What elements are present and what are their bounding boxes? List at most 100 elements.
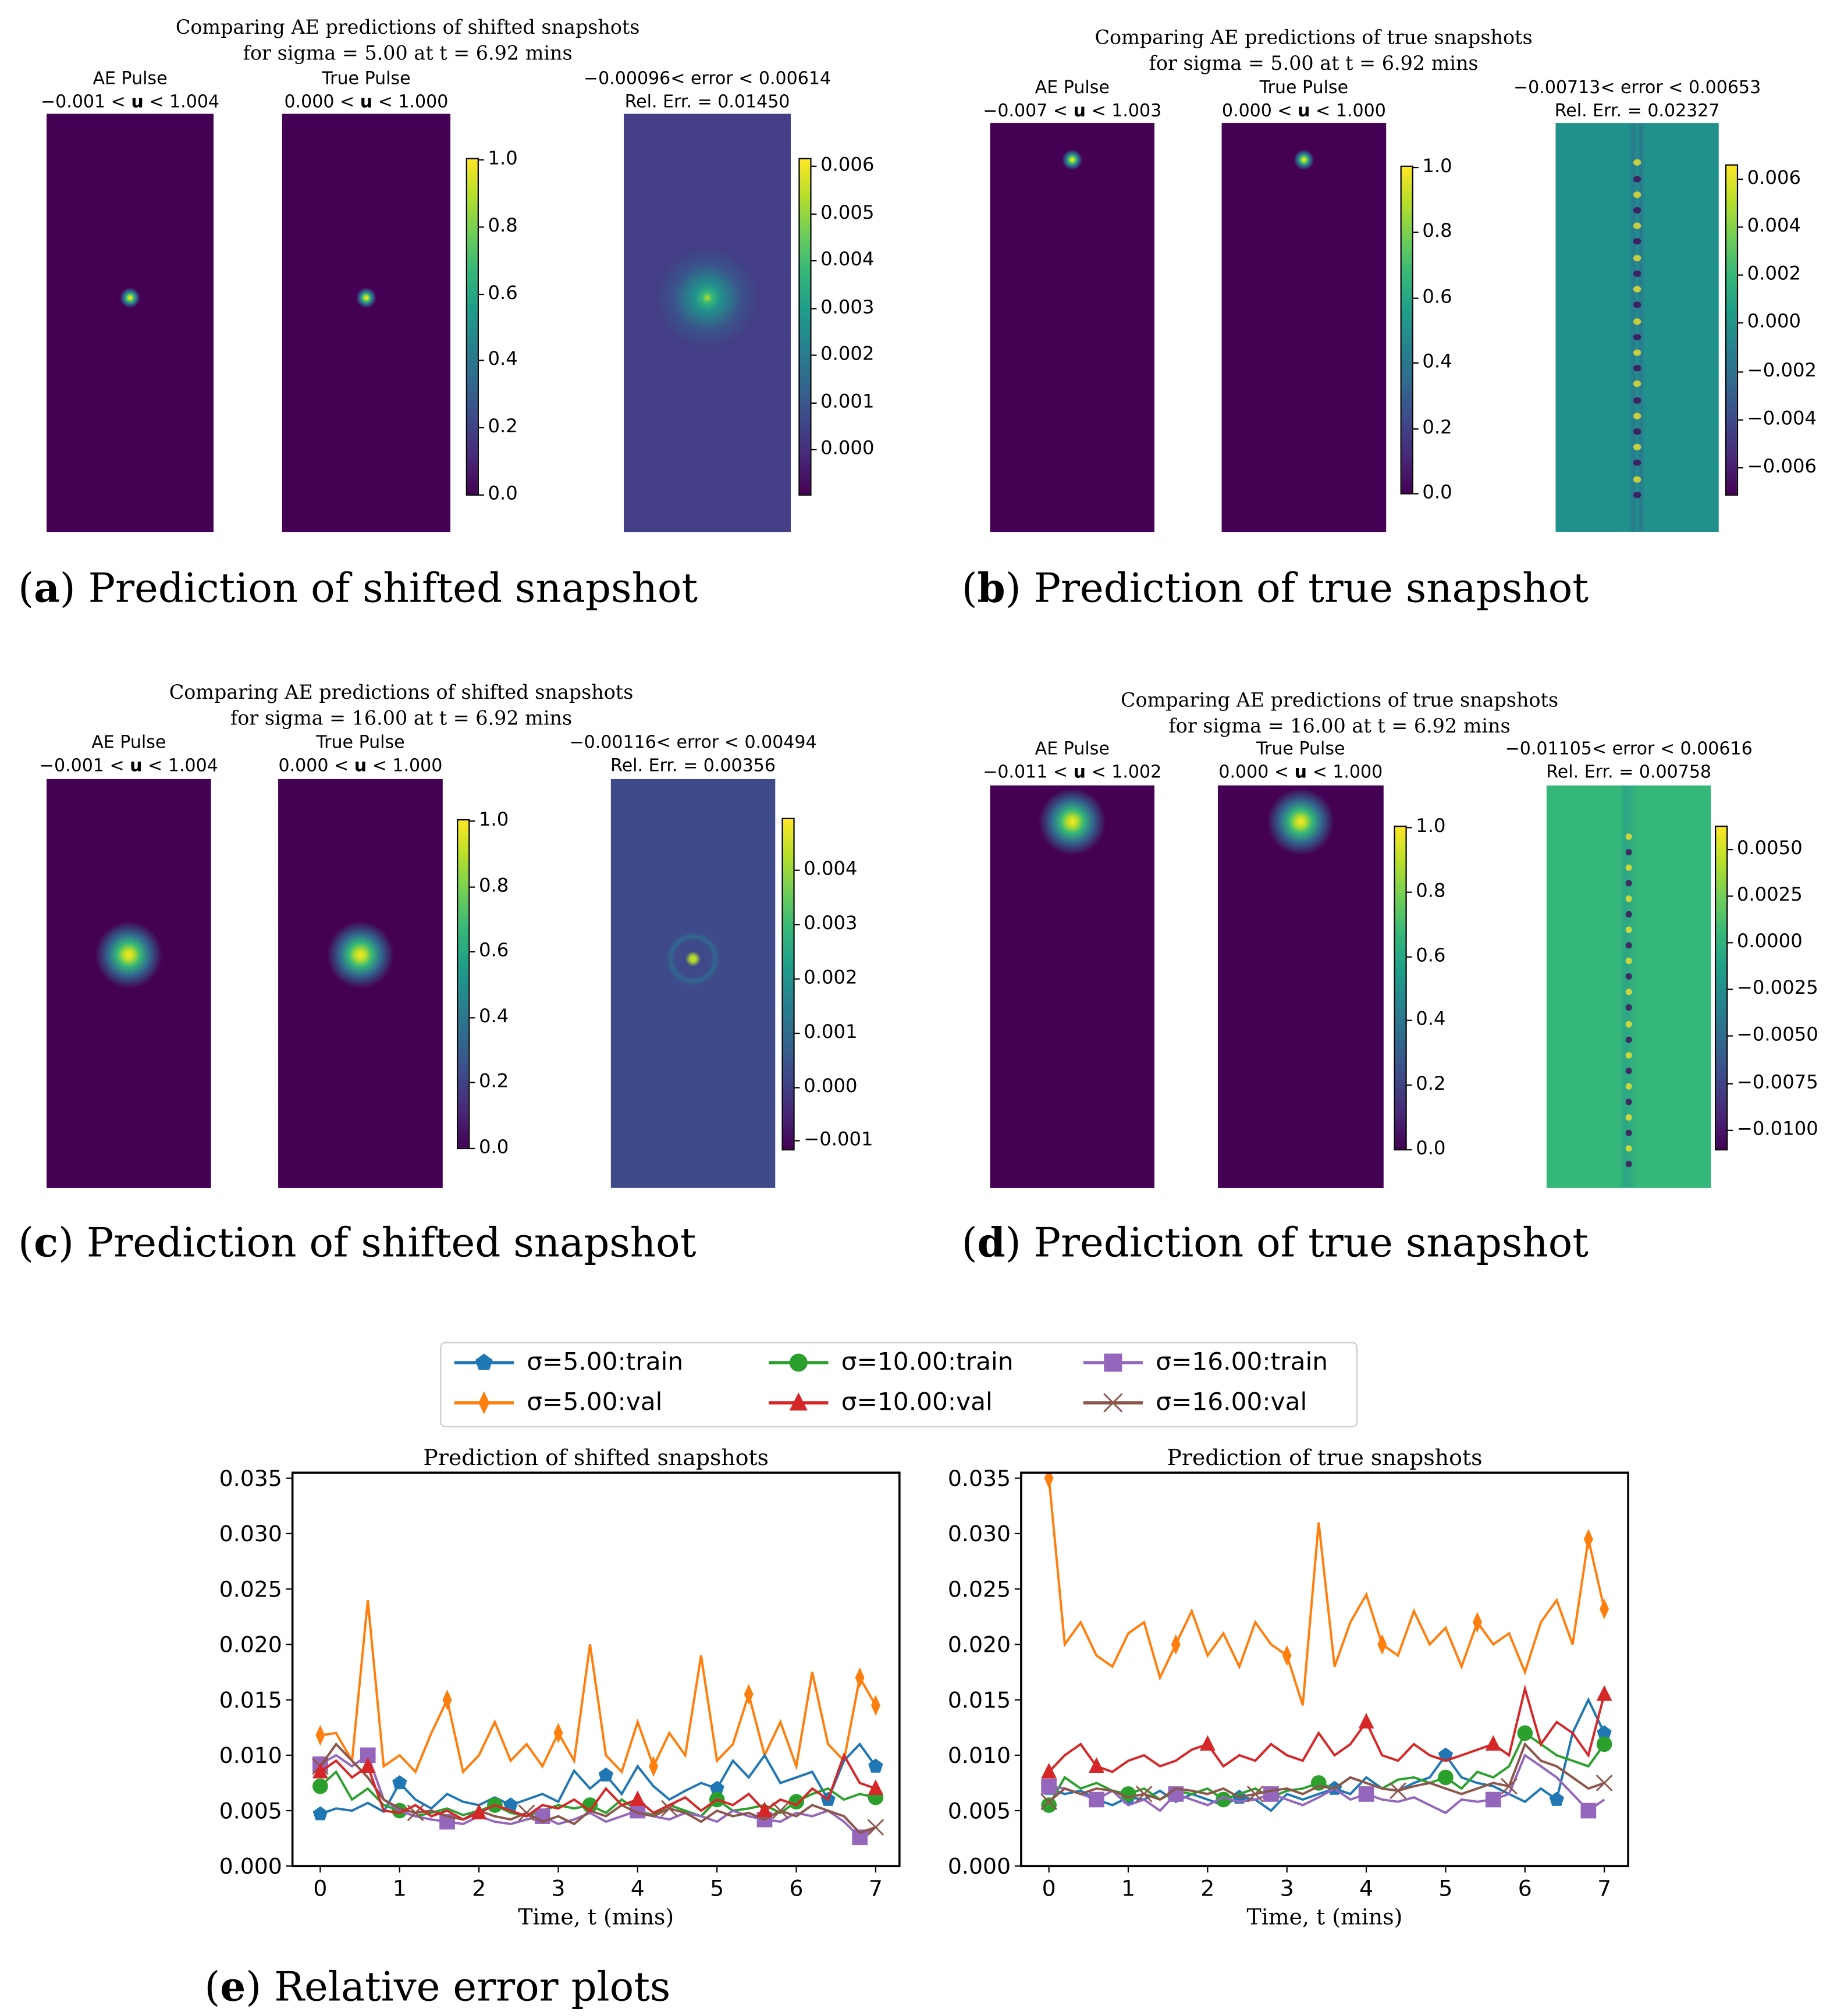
pulse-colorbar: 0.0 0.2 0.4 0.6 0.8 1.0: [466, 149, 518, 504]
colorbar-tick: [1413, 493, 1419, 495]
marker-triangle: [471, 1804, 487, 1819]
error-artifact: [1633, 318, 1641, 325]
colorbar-tick-label: 0.2: [1422, 417, 1452, 439]
marker-triangle: [360, 1757, 376, 1773]
caption-letter: b: [977, 565, 1005, 613]
ae-pulse-label: AE Pulse: [1035, 739, 1110, 760]
error-range: Rel. Err. = 0.00356: [610, 755, 776, 777]
marker-square: [1104, 1353, 1122, 1372]
colorbar-tick-label: 0.0: [488, 483, 518, 505]
colorbar-tick: [1406, 1085, 1412, 1086]
x-tick-label: 2: [472, 1875, 486, 1901]
range-high: < 1.000: [1316, 101, 1386, 122]
error-artifact: [1633, 396, 1641, 403]
colorbar-tick: [1728, 989, 1733, 991]
colorbar-tick: [1413, 232, 1419, 234]
y-tick-label: 0.030: [219, 1521, 282, 1546]
colorbar-tick-label: 0.005: [820, 202, 875, 223]
marker-pentagon: [1549, 1791, 1564, 1806]
legend-swatch: [769, 1392, 829, 1411]
error-colorbar: −0.006 −0.004 −0.002 0.000 0.002 0.004 0.006: [1725, 164, 1817, 496]
colorbar-tick: [478, 427, 484, 429]
x-tick-label: 4: [1359, 1875, 1373, 1901]
marker-pentagon: [598, 1767, 614, 1782]
colorbar-tick: [1738, 178, 1743, 180]
x-tick-label: 3: [551, 1875, 565, 1901]
x-axis-label: Time, t (mins): [1247, 1904, 1403, 1929]
range-high: < 1.002: [1091, 762, 1162, 783]
marker-x: [1135, 1786, 1153, 1802]
legend-item: σ=16.00:train: [1081, 1347, 1328, 1378]
legend-label: σ=5.00:train: [527, 1347, 684, 1377]
marker-circle: [1438, 1769, 1454, 1786]
range-low: 0.000 <: [284, 91, 355, 113]
y-tick-label: 0.005: [948, 1798, 1011, 1823]
caption-text: Prediction of true snapshot: [1033, 565, 1589, 613]
legend-item: σ=10.00:val: [766, 1387, 993, 1418]
error-artifact: [1633, 191, 1641, 198]
marker-diamond: [1600, 1598, 1609, 1620]
range-high: < 1.000: [372, 755, 443, 777]
legend-swatch: [1083, 1393, 1143, 1413]
marker-square: [1485, 1791, 1501, 1808]
colorbar-tick-label: 0.8: [1422, 222, 1452, 243]
panel-title-line2: for sigma = 5.00 at t = 6.92 mins: [1149, 51, 1479, 76]
colorbar-tick: [794, 1086, 800, 1088]
colorbar-tick: [470, 820, 475, 822]
colorbar-tick: [1738, 322, 1743, 324]
panel-title-line1: Comparing AE predictions of true snapsho…: [1095, 26, 1533, 49]
error-artifact: [1625, 1129, 1632, 1136]
colorbar-tick: [1413, 297, 1419, 299]
caption-letter: e: [220, 1964, 246, 2011]
range-low: −0.007 <: [983, 101, 1068, 122]
colorbar-tick: [794, 870, 800, 872]
colorbar-tick-label: −0.001: [804, 1130, 873, 1151]
error-artifact: [1633, 223, 1641, 230]
colorbar-tick-label: 0.006: [820, 155, 875, 176]
error-colorbar: −0.0100 −0.0075 −0.0050 −0.0025 0.0000 0.0025…: [1715, 826, 1818, 1151]
range-low: −0.011 <: [983, 762, 1068, 783]
marker-triangle: [630, 1790, 646, 1807]
error-artifact: [1625, 943, 1632, 950]
legend-swatch: [454, 1353, 514, 1370]
error-artifact: [1625, 1160, 1632, 1167]
range-low: 0.000 <: [1221, 101, 1292, 122]
colorbar-tick-label: 0.006: [1747, 168, 1801, 189]
y-tick-label: 0.000: [948, 1854, 1011, 1879]
series-line: [320, 1600, 877, 1775]
error-artifact: [1625, 880, 1632, 887]
marker-circle: [1517, 1725, 1533, 1741]
colorbar-tick-label: 0.0: [1422, 482, 1452, 504]
range-high: < 1.004: [148, 755, 218, 777]
marker-square: [1263, 1786, 1279, 1802]
x-tick-label: 6: [790, 1875, 804, 1901]
plot-frame: [1020, 1471, 1629, 1868]
true-pulse-heatmap: [1217, 785, 1384, 1188]
panel-title-line2: for sigma = 16.00 at t = 6.92 mins: [230, 706, 573, 730]
subfigure-caption: (b) Prediction of true snapshot: [961, 565, 1589, 613]
error-artifact: [1633, 175, 1641, 182]
colorbar-tick: [811, 213, 817, 215]
series-line: [1048, 1742, 1605, 1803]
colorbar-tick: [1738, 371, 1743, 372]
u-symbol: u: [1294, 762, 1307, 783]
error-label: −0.01105< error < 0.00616: [1505, 739, 1753, 760]
range-low: 0.000 <: [1218, 762, 1289, 783]
colorbar-tick-label: 0.8: [488, 215, 518, 237]
legend-swatch: [454, 1391, 514, 1415]
true-pulse-heatmap: [1221, 123, 1387, 532]
legend-label: σ=16.00:val: [1156, 1388, 1307, 1417]
marker-diamond: [870, 1695, 880, 1716]
u-symbol: u: [1073, 762, 1086, 783]
legend-label: σ=10.00:val: [841, 1388, 993, 1417]
line-chart-true: Prediction of true snapshots 0.000 0.005 0.…: [918, 1434, 1654, 1943]
colorbar-tick-label: 0.4: [1416, 1009, 1446, 1031]
ae-pulse-label: AE Pulse: [93, 68, 168, 90]
colorbar-tick-label: 0.003: [804, 913, 858, 935]
error-artifact: [1625, 1005, 1632, 1012]
marker-pentagon: [1597, 1725, 1612, 1740]
chart-title: Prediction of shifted snapshots: [423, 1445, 769, 1470]
colorbar-tick-label: −0.004: [1747, 408, 1817, 429]
colorbar-tick-label: 0.6: [1416, 945, 1446, 966]
y-tick-label: 0.025: [219, 1576, 282, 1602]
